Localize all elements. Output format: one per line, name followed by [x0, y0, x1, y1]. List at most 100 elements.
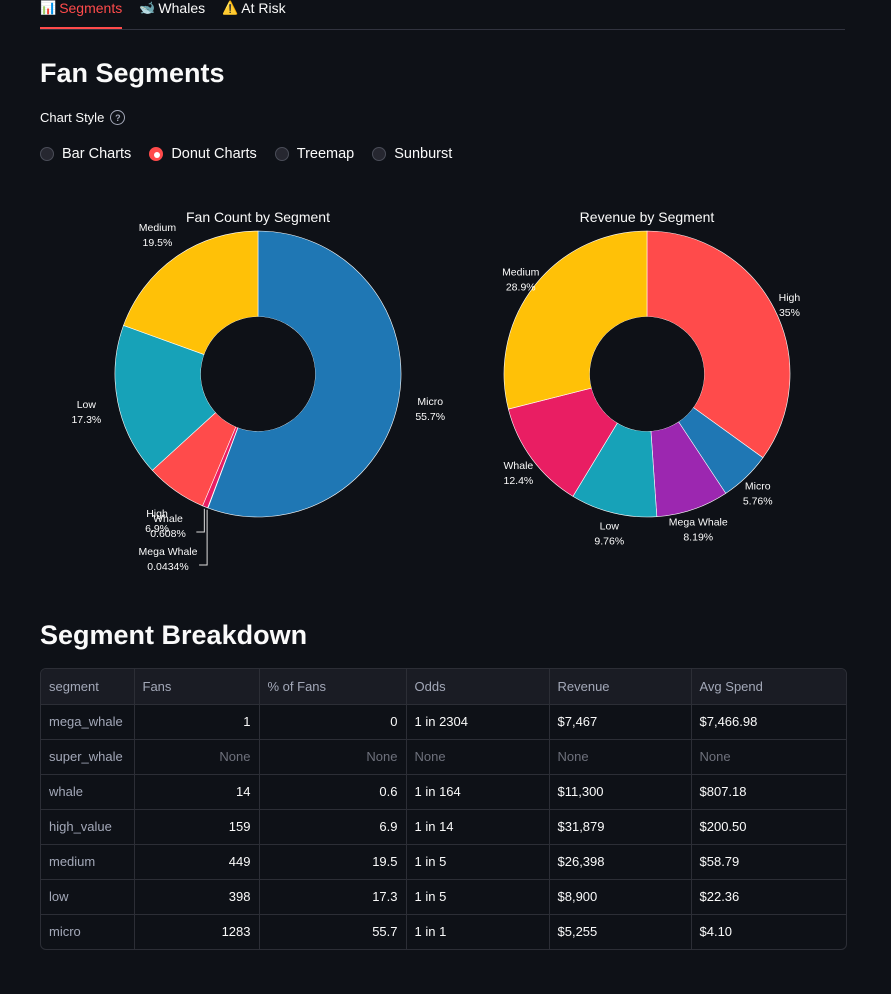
radio-dot[interactable]: [372, 147, 387, 161]
donut-hole: [589, 316, 705, 432]
table-cell[interactable]: $807.18: [691, 774, 846, 810]
table-cell[interactable]: 1 in 164: [406, 774, 550, 810]
whale-icon: 🐋: [139, 0, 156, 15]
row-index-cell[interactable]: low: [41, 879, 135, 915]
radio-treemap[interactable]: Treemap: [274, 146, 355, 162]
column-header[interactable]: Avg Spend: [691, 669, 846, 705]
slice-label-pct: 12.4%: [504, 475, 534, 487]
radio-donut-charts[interactable]: Donut Charts: [149, 146, 257, 162]
radio-dot[interactable]: [40, 147, 54, 161]
table-cell[interactable]: 0: [259, 704, 407, 740]
slice-label-name: Micro: [417, 396, 443, 408]
column-header[interactable]: % of Fans: [259, 669, 407, 705]
table-cell[interactable]: 6.9: [259, 809, 407, 845]
tab-at-risk[interactable]: ⚠️ At Risk: [222, 0, 286, 28]
slice-label-pct: 17.3%: [71, 414, 101, 426]
breakdown-table: segment Fans % of Fans Odds Revenue Avg …: [40, 668, 847, 950]
bar-chart-icon: 📊: [40, 0, 57, 15]
table-cell[interactable]: 159: [134, 809, 260, 845]
radio-sunburst[interactable]: Sunburst: [372, 146, 452, 162]
slice-label-name: High: [779, 292, 801, 304]
slice-label-name: Whale: [504, 460, 534, 472]
slice-label-name: Medium: [502, 267, 540, 279]
row-index-cell[interactable]: medium: [41, 844, 135, 880]
table-cell[interactable]: 1283: [134, 914, 260, 949]
warning-icon: ⚠️: [222, 0, 239, 15]
table-cell[interactable]: $8,900: [549, 879, 692, 915]
table-cell[interactable]: 14: [134, 774, 260, 810]
slice-label-pct: 9.76%: [594, 535, 624, 547]
tab-bar: 📊 Segments 🐋 Whales ⚠️ At Risk: [40, 0, 845, 30]
radio-label: Treemap: [296, 146, 355, 162]
table-row: medium 449 19.5 1 in 5 $26,398 $58.79: [41, 844, 846, 880]
slice-label-name: High: [146, 508, 168, 520]
table-row: super_whale None None None None None: [41, 739, 846, 775]
row-index-cell[interactable]: micro: [41, 914, 135, 949]
row-index-cell[interactable]: high_value: [41, 809, 135, 845]
column-header[interactable]: Fans: [134, 669, 260, 705]
slice-label-pct: 19.5%: [143, 237, 173, 249]
table-cell[interactable]: $11,300: [549, 774, 692, 810]
slice-label-pct: 35%: [779, 307, 800, 319]
table-cell[interactable]: 1: [134, 704, 260, 740]
table-cell[interactable]: $5,255: [549, 914, 692, 949]
radio-label: Bar Charts: [62, 146, 132, 162]
slice-label-pct: 8.19%: [683, 532, 713, 544]
row-index-cell[interactable]: whale: [41, 774, 135, 810]
slice-label-name: Low: [600, 520, 620, 532]
table-cell[interactable]: $22.36: [691, 879, 846, 915]
table-cell[interactable]: 17.3: [259, 879, 407, 915]
table-cell[interactable]: None: [134, 739, 260, 775]
slice-label-name: Whale: [153, 513, 183, 525]
slice-label-name: Mega Whale: [669, 517, 728, 529]
tab-label: At Risk: [241, 0, 286, 16]
slice-label-name: Medium: [139, 222, 177, 234]
row-index-cell[interactable]: mega_whale: [41, 704, 135, 740]
column-header[interactable]: Revenue: [549, 669, 692, 705]
tab-segments[interactable]: 📊 Segments: [40, 0, 123, 29]
table-cell[interactable]: $58.79: [691, 844, 846, 880]
table-cell[interactable]: 1 in 5: [406, 844, 550, 880]
donut-hole: [200, 316, 316, 432]
table-cell[interactable]: $31,879: [549, 809, 692, 845]
chart-style-label: Chart Style ?: [40, 110, 126, 125]
slice-label-name: Mega Whale: [139, 546, 198, 558]
donut-slice-medium[interactable]: [123, 230, 259, 355]
chart-style-radio-group: Bar Charts Donut Charts Treemap Sunburst: [40, 146, 452, 162]
row-index-cell[interactable]: super_whale: [41, 739, 135, 775]
table-cell[interactable]: 1 in 5: [406, 879, 550, 915]
table-cell[interactable]: 449: [134, 844, 260, 880]
radio-dot[interactable]: [274, 147, 289, 161]
table-cell[interactable]: 1 in 1: [406, 914, 550, 949]
table-cell[interactable]: 0.6: [259, 774, 407, 810]
table-cell[interactable]: 398: [134, 879, 260, 915]
slice-label-pct: 0.0434%: [147, 561, 188, 573]
table-cell[interactable]: $7,467: [549, 704, 692, 740]
breakdown-title: Segment Breakdown: [40, 620, 308, 650]
column-header[interactable]: segment: [41, 669, 135, 705]
table-cell[interactable]: None: [406, 739, 550, 775]
tab-whales[interactable]: 🐋 Whales: [139, 0, 205, 28]
chart-title: Revenue by Segment: [580, 209, 715, 225]
radio-dot[interactable]: [149, 147, 164, 161]
table-cell[interactable]: 1 in 14: [406, 809, 550, 845]
table-cell[interactable]: None: [259, 739, 407, 775]
table-row: mega_whale 1 0 1 in 2304 $7,467 $7,466.98: [41, 704, 846, 740]
table-cell[interactable]: 1 in 2304: [406, 704, 550, 740]
table-cell[interactable]: None: [549, 739, 692, 775]
table-cell[interactable]: $200.50: [691, 809, 846, 845]
table-cell[interactable]: None: [691, 739, 846, 775]
radio-label: Donut Charts: [171, 146, 257, 162]
table-cell[interactable]: 55.7: [259, 914, 407, 949]
slice-label-pct: 6.9%: [145, 523, 169, 535]
table-row: high_value 159 6.9 1 in 14 $31,879 $200.50: [41, 809, 846, 845]
table-cell[interactable]: 19.5: [259, 844, 407, 880]
table-cell[interactable]: $4.10: [699, 924, 733, 940]
slice-label-name: Micro: [745, 481, 771, 493]
page-title: Fan Segments: [40, 58, 225, 88]
radio-bar-charts[interactable]: Bar Charts: [40, 146, 131, 162]
table-cell[interactable]: $7,466.98: [691, 704, 846, 740]
table-cell[interactable]: $26,398: [549, 844, 692, 880]
help-icon[interactable]: ?: [110, 110, 126, 125]
column-header[interactable]: Odds: [406, 669, 550, 705]
